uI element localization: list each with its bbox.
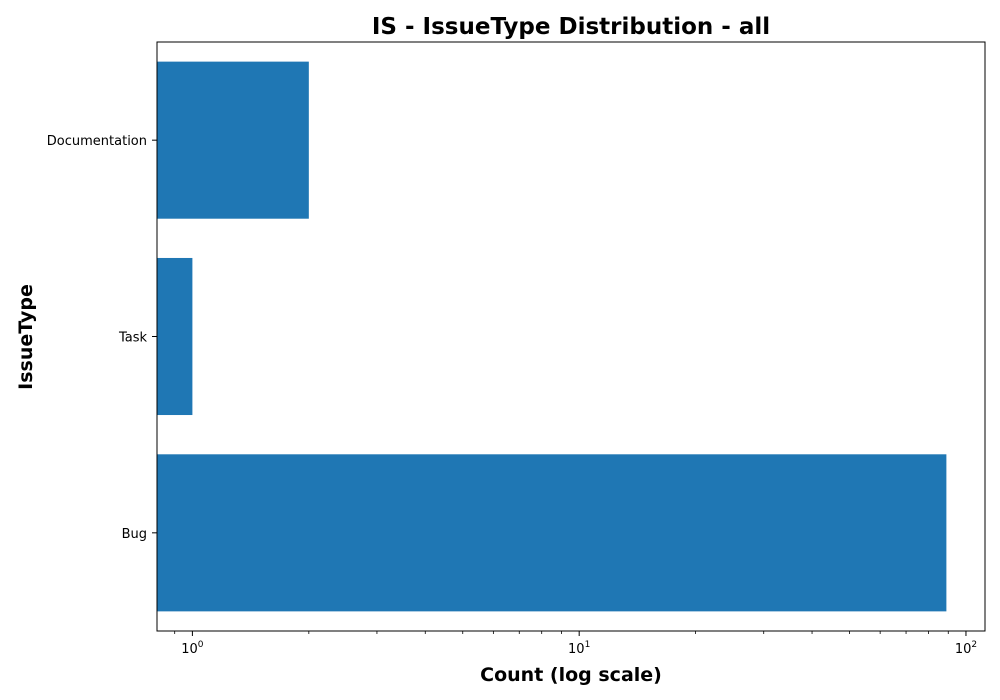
y-tick-label: Bug — [122, 527, 147, 542]
y-tick-label: Documentation — [47, 134, 147, 149]
x-tick-label: 102 — [955, 640, 977, 657]
x-tick-label: 100 — [181, 640, 204, 657]
bars-group — [157, 61, 947, 612]
x-axis-ticks: 100 101 102 — [174, 631, 977, 657]
chart-title: IS - IssueType Distribution - all — [372, 14, 770, 40]
x-tick-label: 101 — [568, 640, 590, 657]
bar-bug — [157, 454, 947, 612]
y-tick-label: Task — [118, 331, 148, 346]
y-axis-ticks: Bug Task Documentation — [47, 134, 157, 542]
bar-documentation — [157, 61, 309, 219]
y-axis-label: IssueType — [15, 284, 37, 390]
x-axis-label: Count (log scale) — [480, 664, 662, 686]
bar-task — [157, 257, 193, 416]
